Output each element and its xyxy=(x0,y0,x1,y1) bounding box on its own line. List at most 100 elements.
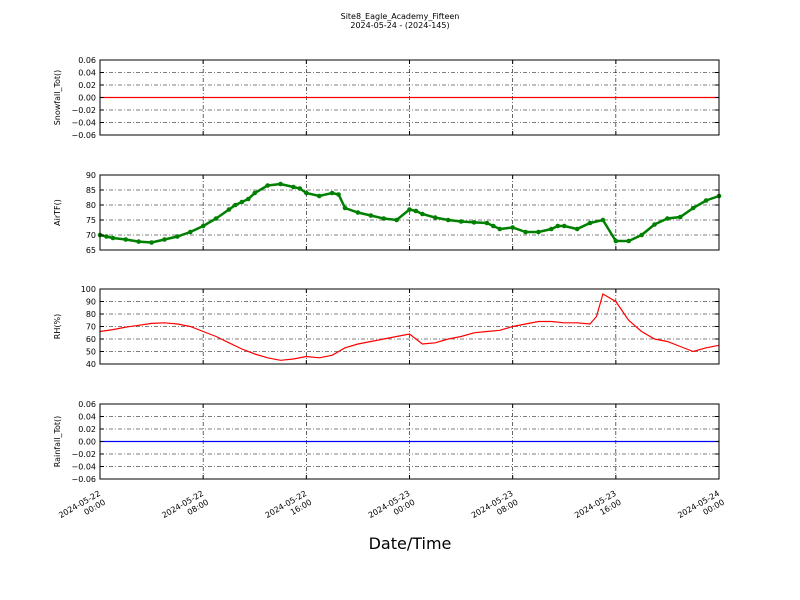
data-point xyxy=(652,222,657,227)
data-point xyxy=(297,186,303,191)
data-point xyxy=(381,216,387,221)
y-tick-label: 0.06 xyxy=(78,400,96,409)
y-tick-label: 0.02 xyxy=(78,425,96,434)
data-point xyxy=(265,183,270,188)
y-tick-label: 0.02 xyxy=(78,81,96,90)
data-point xyxy=(555,223,561,229)
data-point xyxy=(291,184,296,190)
data-point xyxy=(690,205,696,211)
data-point xyxy=(226,207,232,212)
y-tick-label: 90 xyxy=(86,171,96,180)
data-point xyxy=(600,217,606,223)
panel-2: 100 90 80 70 60 50 40 RH(%) xyxy=(53,285,720,369)
y-tick-label: −0.06 xyxy=(71,475,96,484)
data-point xyxy=(484,220,490,226)
data-point xyxy=(187,229,193,235)
y-tick-label: −0.06 xyxy=(71,131,96,140)
x-tick-label: 2024-05-2308:00 xyxy=(470,489,520,529)
data-point xyxy=(523,229,528,235)
data-point xyxy=(316,193,322,199)
data-point xyxy=(407,207,412,212)
x-tick-label: 2024-05-2316:00 xyxy=(573,489,623,529)
data-point xyxy=(413,208,419,214)
y-tick-label: 90 xyxy=(86,298,96,307)
x-tick-label: 2024-05-2300:00 xyxy=(367,489,417,529)
data-point xyxy=(336,192,341,197)
data-point xyxy=(200,223,206,229)
data-point xyxy=(471,220,477,225)
y-tick-label: 0.06 xyxy=(78,56,96,65)
data-point xyxy=(162,237,167,242)
y-tick-label: 80 xyxy=(86,201,96,210)
y-tick-label: 75 xyxy=(86,216,96,225)
y-tick-label: 40 xyxy=(86,360,96,369)
data-point xyxy=(613,238,619,244)
data-point xyxy=(678,214,683,220)
data-point xyxy=(342,205,348,211)
data-point xyxy=(432,215,438,220)
panel-1: 90 85 80 75 70 65 AirTF() xyxy=(53,171,722,255)
data-point xyxy=(104,234,109,239)
data-point xyxy=(458,219,464,224)
y-tick-label: 0.00 xyxy=(78,94,96,103)
y-tick-label: 0.00 xyxy=(78,438,96,447)
data-point xyxy=(355,210,361,215)
data-point xyxy=(510,225,515,230)
data-point xyxy=(252,190,258,196)
data-point xyxy=(394,217,399,223)
y-tick-label: 70 xyxy=(86,323,96,332)
x-tick-label: 2024-05-2400:00 xyxy=(676,489,726,529)
data-point xyxy=(536,229,541,235)
data-point xyxy=(233,202,238,208)
data-point xyxy=(639,232,644,238)
data-point xyxy=(587,220,593,226)
data-point xyxy=(626,238,632,244)
y-tick-label: 85 xyxy=(86,186,96,195)
y-tick-label: −0.02 xyxy=(71,450,96,459)
y-axis-label: AirTF() xyxy=(53,199,62,226)
data-point xyxy=(213,216,219,221)
chart-subtitle: 2024-05-24 - (2024-145) xyxy=(350,21,450,30)
y-axis-label: Snowfall_Tot() xyxy=(53,70,62,126)
y-axis-label: RH(%) xyxy=(53,314,62,339)
data-point xyxy=(149,240,154,245)
data-point xyxy=(549,226,554,232)
data-point xyxy=(304,190,309,196)
panel-3: 0.06 0.04 0.02 0.00 −0.02 −0.04 −0.06 Rainfall_… xyxy=(53,400,720,484)
data-point xyxy=(123,237,129,242)
data-point xyxy=(703,198,709,203)
data-point xyxy=(136,239,141,244)
chart-title: Site8_Eagle_Academy_Fifteen xyxy=(340,12,460,21)
x-tick-label: 2024-05-2208:00 xyxy=(160,489,210,529)
data-point xyxy=(665,216,670,221)
panel-0: 0.06 0.04 0.02 0.00 −0.02 −0.04 −0.06 Snowfall_… xyxy=(53,56,720,140)
x-axis-label: Date/Time xyxy=(368,534,452,553)
data-point xyxy=(574,226,580,232)
series-line-2-0 xyxy=(99,293,720,361)
data-point xyxy=(445,217,451,223)
data-point xyxy=(420,211,425,217)
y-tick-label: 100 xyxy=(81,285,96,294)
y-tick-label: −0.02 xyxy=(71,106,96,115)
y-tick-label: 80 xyxy=(86,310,96,319)
y-tick-label: 60 xyxy=(86,335,96,344)
y-tick-label: −0.04 xyxy=(71,119,96,128)
data-point xyxy=(491,223,496,229)
data-point xyxy=(561,223,567,229)
y-tick-label: 50 xyxy=(86,348,96,357)
data-point xyxy=(497,226,503,232)
data-point xyxy=(278,181,283,187)
data-point xyxy=(329,190,335,196)
y-tick-label: 70 xyxy=(86,231,96,240)
data-point xyxy=(239,199,245,205)
x-tick-label: 2024-05-2216:00 xyxy=(264,489,314,529)
data-point xyxy=(246,196,251,202)
y-tick-label: 0.04 xyxy=(78,413,96,422)
data-point xyxy=(110,235,116,241)
data-point xyxy=(175,234,180,239)
x-tick-label: 2024-05-2200:00 xyxy=(57,489,107,529)
y-axis-label: Rainfall_Tot() xyxy=(53,416,62,468)
y-tick-label: 65 xyxy=(86,246,96,255)
